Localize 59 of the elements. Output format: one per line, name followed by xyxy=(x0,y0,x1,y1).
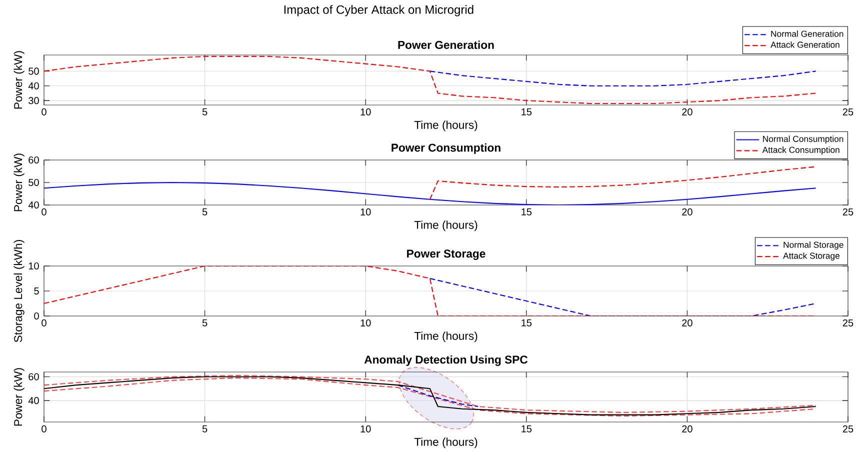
legend-label: Attack Storage xyxy=(783,252,840,261)
y-tick-label: 50 xyxy=(28,178,39,186)
legend-label: Attack Generation xyxy=(770,41,840,48)
x-axis-title: Time (hours) xyxy=(414,332,478,342)
x-tick-label: 15 xyxy=(522,108,532,116)
y-tick-label: 0 xyxy=(34,312,39,320)
x-tick-label: 25 xyxy=(842,208,854,216)
x-tick-label: 15 xyxy=(522,319,532,326)
x-tick-label: 0 xyxy=(42,319,46,326)
x-tick-label: 5 xyxy=(202,108,208,116)
y-tick-label: 50 xyxy=(28,68,39,75)
y-tick-label: 60 xyxy=(28,156,39,164)
x-tick-label: 20 xyxy=(682,319,692,326)
chart-title: Power Generation xyxy=(398,40,494,49)
y-tick-label: 60 xyxy=(28,373,39,380)
x-tick-label: 5 xyxy=(202,319,208,326)
line-series xyxy=(44,266,816,316)
y-tick-label: 5 xyxy=(34,287,39,294)
x-tick-label: 25 xyxy=(842,108,854,116)
chart-title: Power Consumption xyxy=(392,143,500,154)
x-axis-title: Time (hours) xyxy=(414,120,478,132)
x-tick-label: 20 xyxy=(682,208,692,216)
x-tick-label: 25 xyxy=(842,425,854,432)
chart-title: Anomaly Detection Using SPC xyxy=(364,355,528,366)
legend-label: Normal Consumption xyxy=(763,136,844,144)
x-tick-label: 15 xyxy=(522,208,532,216)
y-tick-label: 40 xyxy=(28,82,39,90)
x-tick-label: 10 xyxy=(360,108,371,116)
y-axis-title: Storage Level (kWh) xyxy=(14,240,24,342)
x-tick-label: 5 xyxy=(202,425,208,432)
x-tick-label: 5 xyxy=(202,208,208,216)
y-tick-label: 10 xyxy=(28,262,39,270)
x-tick-label: 0 xyxy=(42,208,46,216)
x-tick-label: 10 xyxy=(360,319,371,326)
y-axis-title: Power (kW) xyxy=(14,51,24,109)
y-tick-label: 40 xyxy=(28,397,39,404)
legend-label: Attack Consumption xyxy=(762,146,840,155)
x-axis-title: Time (hours) xyxy=(414,220,478,232)
line-series xyxy=(397,384,479,408)
x-tick-label: 20 xyxy=(682,425,692,432)
x-tick-label: 0 xyxy=(42,108,46,116)
x-tick-label: 25 xyxy=(842,319,854,326)
text: Impact of Cyber Attack on Microgrid xyxy=(284,5,474,16)
legend-label: Normal Generation xyxy=(771,30,844,37)
x-axis-title: Time (hours) xyxy=(414,438,478,448)
legend-label: Normal Storage xyxy=(784,242,844,250)
y-tick-label: 30 xyxy=(28,97,39,104)
x-tick-label: 10 xyxy=(360,208,371,216)
x-tick-label: 15 xyxy=(522,425,532,432)
chart-title: Power Storage xyxy=(407,250,486,260)
y-tick-label: 40 xyxy=(28,201,39,209)
x-tick-label: 0 xyxy=(42,425,46,432)
line-series xyxy=(44,182,816,205)
line-series xyxy=(429,278,816,316)
y-axis-title: Power (kW) xyxy=(14,368,24,426)
y-axis-title: Power (kW) xyxy=(14,154,24,212)
line-series xyxy=(429,166,816,200)
x-tick-label: 20 xyxy=(682,108,692,116)
x-tick-label: 10 xyxy=(360,425,371,432)
